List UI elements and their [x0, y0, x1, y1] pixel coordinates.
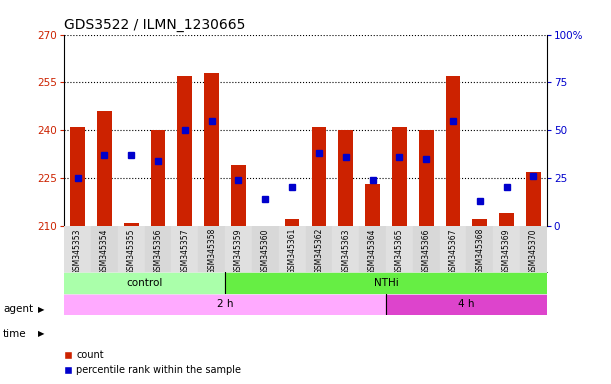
Bar [332, 226, 359, 272]
Legend: count, percentile rank within the sample: count, percentile rank within the sample [60, 346, 245, 379]
Text: GSM345367: GSM345367 [448, 228, 458, 275]
Text: agent: agent [3, 304, 33, 314]
Text: GSM345357: GSM345357 [180, 228, 189, 275]
Bar [499, 213, 514, 226]
Bar [124, 222, 139, 226]
Bar [231, 165, 246, 226]
Bar [359, 226, 386, 272]
Text: GSM345355: GSM345355 [126, 228, 136, 275]
Bar [493, 226, 520, 272]
Bar [306, 226, 332, 272]
Bar [279, 226, 306, 272]
Text: NTHi: NTHi [373, 278, 398, 288]
Text: GSM345370: GSM345370 [529, 228, 538, 275]
Text: GSM345356: GSM345356 [153, 228, 163, 275]
Bar [225, 273, 547, 293]
Bar [386, 226, 413, 272]
Text: GSM345358: GSM345358 [207, 228, 216, 275]
Text: GSM345362: GSM345362 [315, 228, 323, 275]
Bar [472, 219, 487, 226]
Bar [97, 111, 112, 226]
Text: GSM345363: GSM345363 [341, 228, 350, 275]
Text: GSM345364: GSM345364 [368, 228, 377, 275]
Text: 4 h: 4 h [458, 299, 475, 309]
Bar [312, 127, 326, 226]
Text: GSM345359: GSM345359 [234, 228, 243, 275]
Text: GSM345369: GSM345369 [502, 228, 511, 275]
Bar [445, 76, 460, 226]
Text: GSM345365: GSM345365 [395, 228, 404, 275]
Bar [225, 226, 252, 272]
Bar [172, 226, 198, 272]
Text: GDS3522 / ILMN_1230665: GDS3522 / ILMN_1230665 [64, 18, 246, 32]
Bar [526, 172, 541, 226]
Bar [252, 226, 279, 272]
Text: GSM345368: GSM345368 [475, 228, 485, 275]
Text: ▶: ▶ [38, 305, 45, 314]
Bar [177, 76, 192, 226]
Bar [64, 273, 225, 293]
Bar [365, 184, 380, 226]
Text: GSM345360: GSM345360 [261, 228, 270, 275]
Bar [338, 130, 353, 226]
Bar [520, 226, 547, 272]
Bar [151, 130, 166, 226]
Text: GSM345353: GSM345353 [73, 228, 82, 275]
Text: GSM345366: GSM345366 [422, 228, 431, 275]
Bar [118, 226, 145, 272]
Bar [392, 127, 407, 226]
Bar [198, 226, 225, 272]
Text: control: control [126, 278, 163, 288]
Bar [386, 295, 547, 314]
Text: 2 h: 2 h [217, 299, 233, 309]
Bar [64, 295, 386, 314]
Text: ▶: ▶ [38, 329, 45, 338]
Bar [285, 219, 299, 226]
Bar [64, 226, 91, 272]
Bar [439, 226, 466, 272]
Text: GSM345354: GSM345354 [100, 228, 109, 275]
Bar [466, 226, 493, 272]
Bar [419, 130, 434, 226]
Bar [204, 73, 219, 226]
Text: time: time [3, 329, 27, 339]
Bar [91, 226, 118, 272]
Text: GSM345361: GSM345361 [288, 228, 296, 275]
Bar [70, 127, 85, 226]
Bar [413, 226, 439, 272]
Bar [145, 226, 172, 272]
